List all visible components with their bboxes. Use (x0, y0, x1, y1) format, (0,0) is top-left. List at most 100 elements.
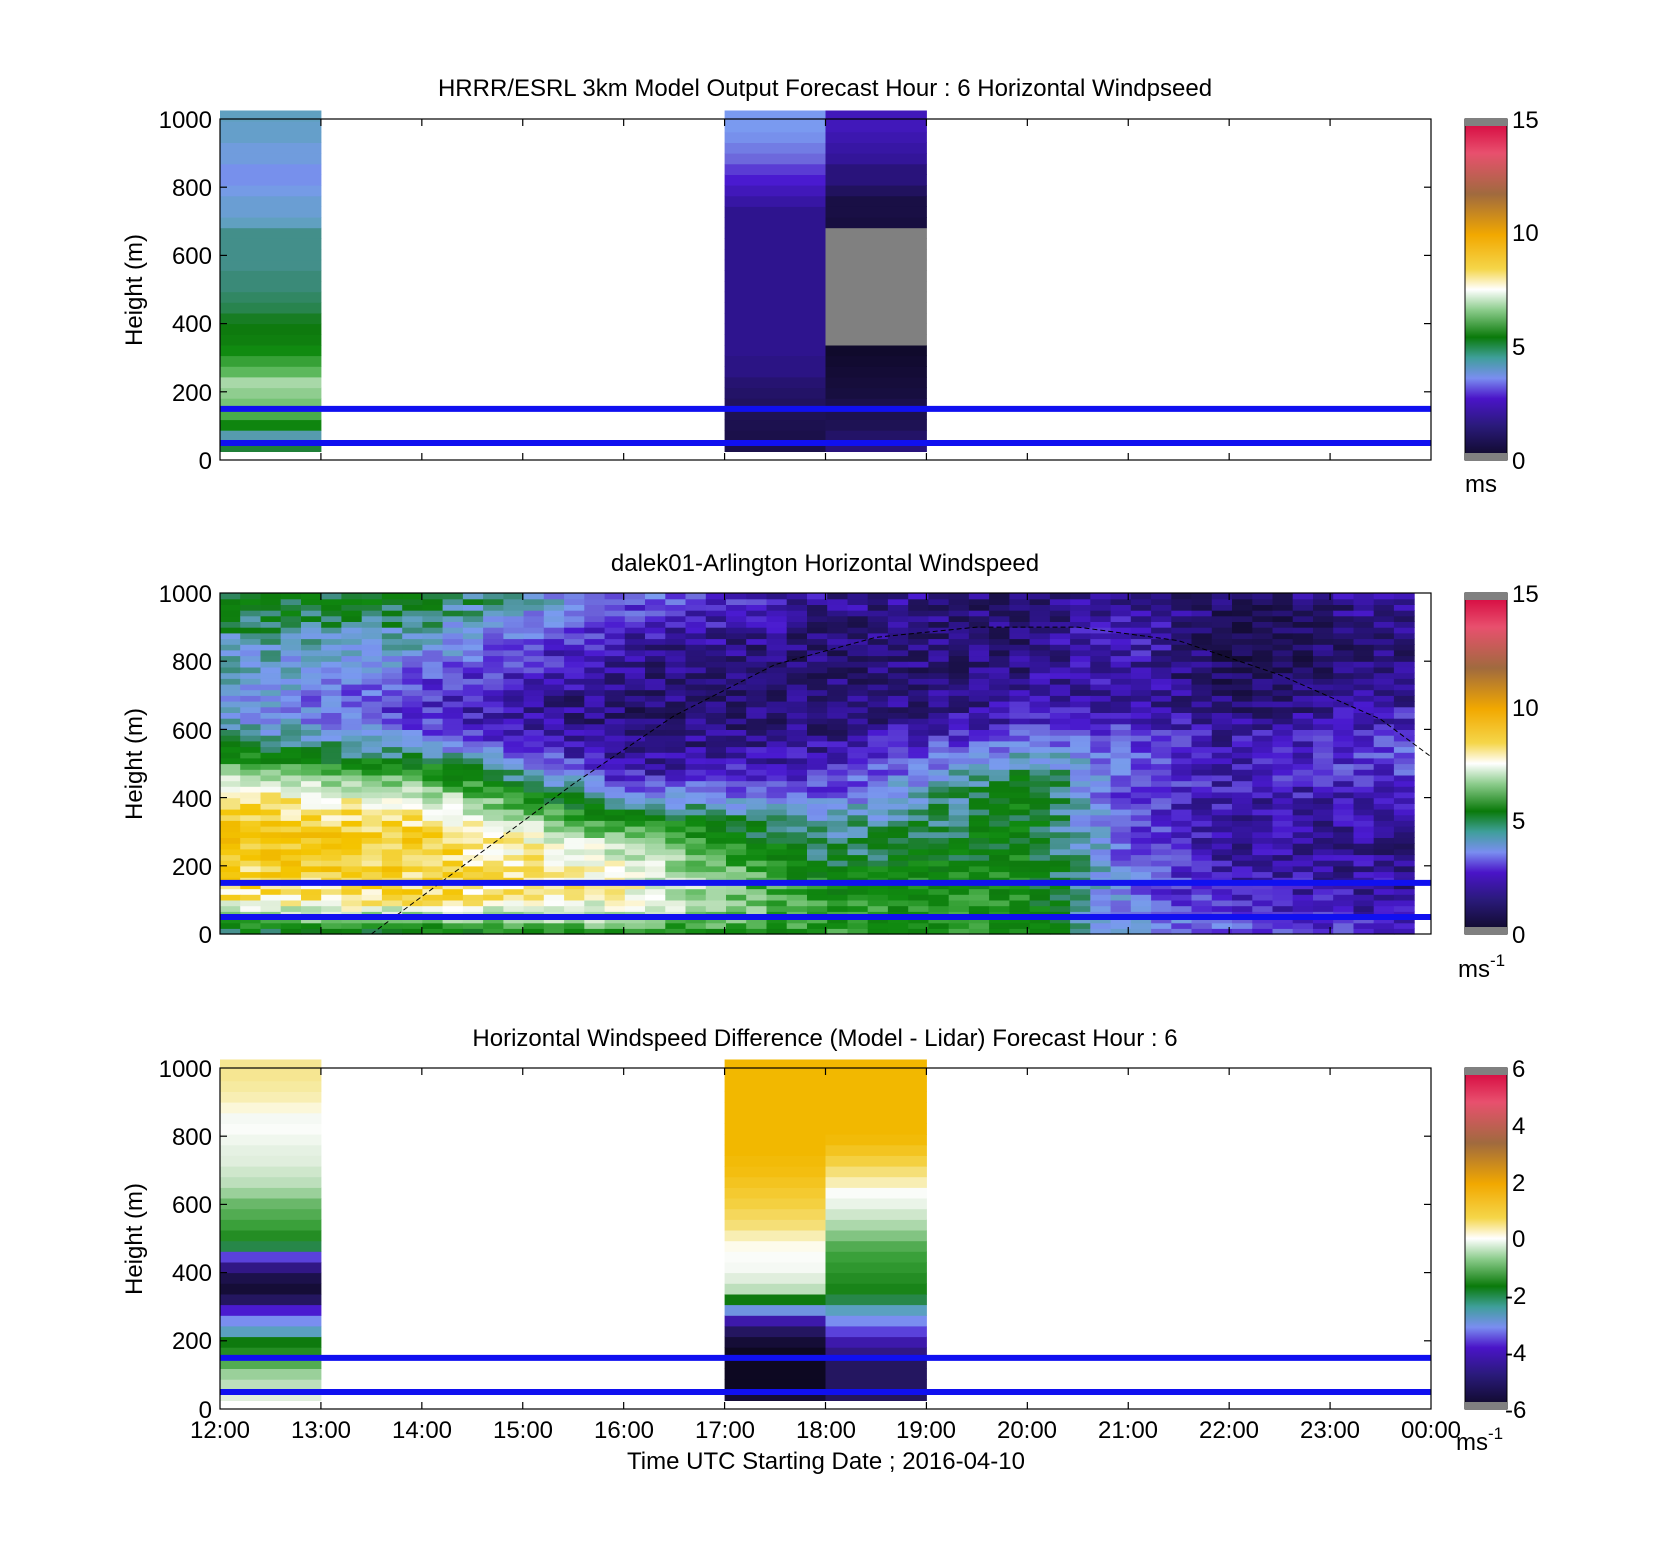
heatmap-cell (645, 769, 666, 776)
heatmap-cell (1191, 621, 1213, 628)
heatmap-cell (724, 1123, 826, 1135)
heatmap-cell (1070, 780, 1091, 787)
heatmap-cell (1009, 593, 1031, 600)
heatmap-cell (908, 865, 929, 873)
heatmap-cell (1211, 621, 1233, 628)
heatmap-cell (624, 627, 646, 634)
heatmap-cell (301, 826, 322, 833)
heatmap-cell (321, 752, 342, 759)
heatmap-cell (1070, 627, 1091, 634)
heatmap-cell (584, 610, 606, 617)
heatmap-cell (825, 302, 927, 314)
heatmap-cell (523, 701, 545, 708)
heatmap-cell (1009, 718, 1031, 725)
colorbar-tick-label: 5 (1512, 808, 1525, 835)
heatmap-cell (341, 786, 363, 793)
heatmap-cell (260, 689, 282, 696)
heatmap-cell (1191, 638, 1213, 645)
heatmap-cell (564, 899, 585, 907)
heatmap-cell (867, 894, 889, 901)
heatmap-cell (948, 899, 970, 907)
heatmap-cell (280, 729, 302, 736)
heatmap-cell (442, 621, 464, 628)
heatmap-cell (280, 757, 302, 765)
heatmap-cell (948, 803, 970, 810)
heatmap-cell (543, 638, 565, 645)
heatmap-cell (825, 227, 927, 239)
heatmap-cell (1070, 678, 1091, 685)
heatmap-cell (240, 598, 261, 605)
heatmap-cell (807, 928, 828, 935)
heatmap-cell (280, 678, 302, 685)
heatmap-cell (1090, 598, 1112, 605)
heatmap-cell (968, 820, 990, 827)
heatmap-cell (1191, 661, 1213, 668)
heatmap-cell (483, 865, 504, 873)
heatmap-cell (220, 440, 322, 452)
heatmap-cell (341, 621, 363, 628)
heatmap-cell (665, 706, 687, 713)
heatmap-cell (1252, 780, 1274, 787)
heatmap-cell (260, 672, 282, 679)
heatmap-cell (1191, 604, 1213, 611)
heatmap-cell (1211, 718, 1233, 725)
heatmap-cell (786, 899, 808, 907)
heatmap-cell (543, 809, 565, 816)
heatmap-cell (1029, 922, 1051, 929)
heatmap-cell (240, 632, 261, 640)
heatmap-cell (685, 803, 707, 810)
heatmap-cell (948, 860, 970, 867)
heatmap-cell (361, 632, 383, 640)
heatmap-cell (645, 695, 666, 702)
heatmap-cell (220, 1325, 322, 1338)
heatmap-cell (827, 683, 848, 691)
heatmap-cell (1191, 706, 1213, 713)
heatmap-cell (584, 661, 606, 668)
heatmap-cell (746, 723, 767, 730)
heatmap-cell (280, 871, 302, 878)
heatmap-cell (543, 899, 565, 907)
heatmap-cell (1049, 820, 1071, 827)
heatmap-cell (220, 312, 322, 325)
heatmap-cell (1130, 604, 1152, 611)
heatmap-cell (685, 905, 707, 912)
heatmap-cell (1110, 786, 1132, 793)
heatmap-cell (1292, 689, 1314, 696)
heatmap-cell (543, 752, 565, 759)
heatmap-cell (746, 831, 767, 838)
heatmap-cell (1090, 678, 1112, 685)
heatmap-cell (462, 871, 484, 878)
heatmap-cell (847, 723, 869, 730)
heatmap-cell (847, 769, 869, 776)
heatmap-cell (825, 366, 927, 378)
heatmap-cell (503, 610, 525, 617)
heatmap-cell (543, 740, 565, 748)
heatmap-cell (321, 661, 342, 668)
heatmap-cell (1232, 683, 1253, 691)
heatmap-cell (584, 598, 606, 605)
heatmap-cell (724, 227, 826, 239)
colorbar-out-of-range-bottom (1465, 453, 1507, 460)
heatmap-cell (645, 604, 666, 611)
heatmap-cell (1353, 837, 1375, 844)
heatmap-cell (724, 302, 826, 314)
heatmap-cell (786, 848, 808, 856)
heatmap-cell (483, 809, 504, 816)
heatmap-cell (685, 786, 707, 793)
heatmap-cell (867, 666, 889, 674)
heatmap-cell (422, 837, 444, 844)
heatmap-cell (442, 809, 464, 816)
heatmap-cell (361, 593, 383, 600)
heatmap-cell (827, 706, 848, 713)
heatmap-cell (280, 638, 302, 645)
heatmap-cell (321, 763, 342, 770)
heatmap-cell (1393, 638, 1415, 645)
heatmap-cell (887, 666, 909, 674)
heatmap-cell (665, 860, 687, 867)
heatmap-cell (1373, 689, 1395, 696)
heatmap-cell (361, 922, 383, 929)
heatmap-cell (989, 752, 1010, 759)
heatmap-cell (341, 860, 363, 867)
heatmap-cell (786, 871, 808, 878)
heatmap-cell (321, 712, 342, 719)
